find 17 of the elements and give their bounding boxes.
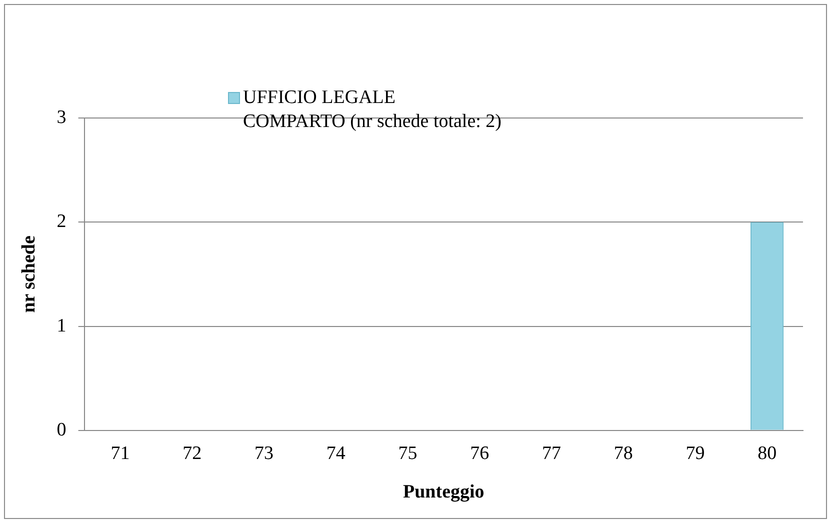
y-tick-label: 0 — [56, 419, 66, 440]
x-axis-title: Punteggio — [403, 482, 484, 503]
x-tick-label: 77 — [542, 442, 561, 464]
x-tick-label: 73 — [254, 442, 274, 464]
y-tick-label: 3 — [56, 106, 66, 128]
y-tick-label: 2 — [56, 211, 66, 232]
x-tick-label: 78 — [614, 442, 633, 464]
x-tick-label: 80 — [758, 442, 777, 464]
x-tick-label: 76 — [470, 442, 490, 464]
legend-label: UFFICIO LEGALE COMPARTO (nr schede totale: 2) — [243, 86, 502, 134]
x-tick-label: 75 — [398, 442, 418, 464]
x-tick-label: 79 — [686, 442, 705, 464]
x-tick-label: 72 — [182, 442, 202, 464]
x-tick-label: 71 — [110, 442, 130, 464]
y-tick-label: 1 — [56, 315, 66, 336]
x-tick-label: 74 — [326, 442, 346, 464]
y-axis-title: nr schede — [18, 236, 40, 313]
